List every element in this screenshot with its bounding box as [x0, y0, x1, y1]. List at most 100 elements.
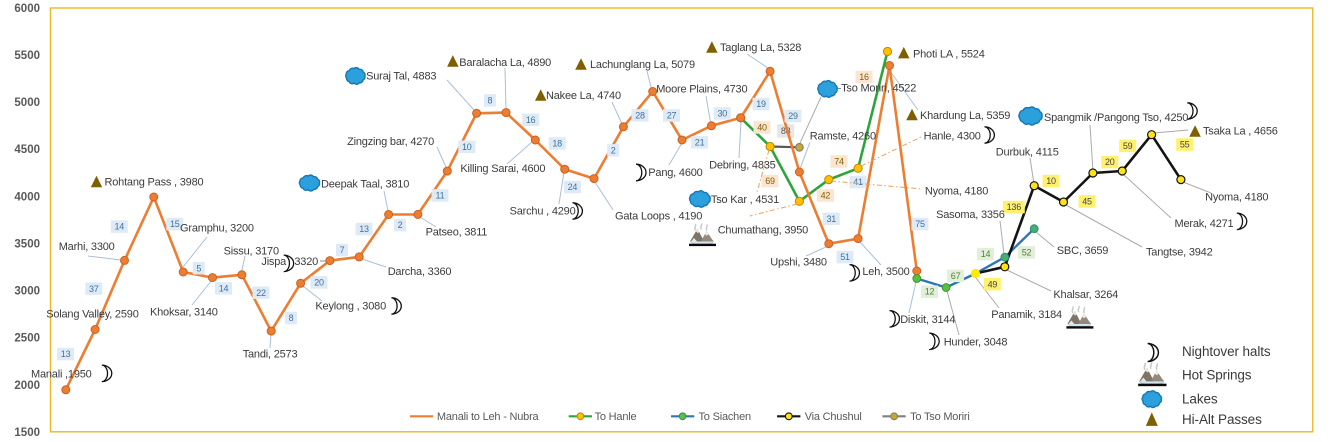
- svg-text:Pang, 4600: Pang, 4600: [648, 167, 702, 179]
- svg-text:24: 24: [568, 182, 578, 192]
- svg-text:7: 7: [340, 245, 345, 255]
- svg-text:Taglang La, 5328: Taglang La, 5328: [720, 42, 801, 54]
- svg-text:3000: 3000: [14, 286, 40, 298]
- svg-text:Keylong , 3080: Keylong , 3080: [315, 301, 386, 313]
- svg-text:12: 12: [925, 287, 935, 297]
- svg-text:Photi LA , 5524: Photi LA , 5524: [913, 49, 985, 61]
- svg-text:136: 136: [1007, 202, 1022, 212]
- svg-text:Lakes: Lakes: [1182, 392, 1218, 407]
- svg-text:13: 13: [61, 349, 71, 359]
- svg-text:Khardung La, 5359: Khardung La, 5359: [920, 110, 1010, 122]
- svg-text:Nakee La, 4740: Nakee La, 4740: [546, 90, 621, 102]
- svg-text:Khoksar, 3140: Khoksar, 3140: [150, 306, 218, 318]
- svg-text:2500: 2500: [14, 333, 40, 345]
- svg-text:Marhi, 3300: Marhi, 3300: [59, 241, 115, 253]
- svg-text:67: 67: [951, 271, 961, 281]
- svg-text:2: 2: [611, 145, 616, 155]
- svg-text:31: 31: [826, 214, 836, 224]
- svg-text:49: 49: [988, 279, 998, 289]
- svg-text:11: 11: [436, 191, 445, 201]
- svg-text:19: 19: [756, 99, 766, 109]
- svg-text:Durbuk, 4115: Durbuk, 4115: [996, 146, 1059, 158]
- svg-text:59: 59: [1123, 141, 1133, 151]
- svg-text:Ramste, 4260: Ramste, 4260: [810, 130, 876, 142]
- svg-text:69: 69: [765, 176, 775, 186]
- svg-text:Nyoma, 4180: Nyoma, 4180: [925, 186, 988, 198]
- svg-text:14: 14: [219, 284, 229, 294]
- svg-text:29: 29: [788, 111, 798, 121]
- svg-text:30: 30: [717, 109, 727, 119]
- svg-text:1500: 1500: [14, 427, 40, 439]
- svg-text:Panamik, 3184: Panamik, 3184: [991, 309, 1062, 321]
- svg-text:8: 8: [289, 313, 294, 323]
- svg-text:Leh, 3500: Leh, 3500: [862, 266, 909, 278]
- svg-text:40: 40: [757, 123, 767, 133]
- svg-text:Zingzing bar, 4270: Zingzing bar, 4270: [347, 136, 434, 148]
- svg-text:16: 16: [859, 72, 869, 82]
- svg-text:Via Chushul: Via Chushul: [805, 411, 862, 423]
- svg-text:6000: 6000: [14, 3, 40, 15]
- svg-text:41: 41: [853, 177, 863, 187]
- svg-text:3500: 3500: [14, 239, 40, 251]
- svg-text:Deepak Taal, 3810: Deepak Taal, 3810: [321, 179, 409, 191]
- svg-text:2000: 2000: [14, 380, 40, 392]
- svg-text:Sissu, 3170: Sissu, 3170: [224, 245, 279, 257]
- svg-text:Patseo, 3811: Patseo, 3811: [426, 226, 488, 238]
- svg-text:5: 5: [196, 263, 201, 273]
- svg-text:Gata Loops , 4190: Gata Loops , 4190: [615, 211, 702, 223]
- svg-text:Baralacha La, 4890: Baralacha La, 4890: [459, 57, 551, 69]
- svg-text:2: 2: [398, 220, 403, 230]
- svg-text:Tso Kar , 4531: Tso Kar , 4531: [711, 194, 779, 206]
- svg-text:8: 8: [487, 96, 492, 106]
- svg-text:Nightover halts: Nightover halts: [1182, 344, 1271, 359]
- svg-text:Hot Springs: Hot Springs: [1182, 368, 1252, 383]
- svg-text:Hi-Alt Passes: Hi-Alt Passes: [1182, 412, 1262, 427]
- svg-text:Darcha, 3360: Darcha, 3360: [388, 266, 452, 278]
- svg-text:Solang Valley, 2590: Solang Valley, 2590: [46, 309, 139, 321]
- svg-text:SBC, 3659: SBC, 3659: [1057, 245, 1108, 257]
- svg-text:88: 88: [781, 126, 791, 136]
- svg-text:22: 22: [256, 288, 266, 298]
- svg-text:To Tso Moriri: To Tso Moriri: [910, 411, 970, 423]
- svg-text:Gramphu, 3200: Gramphu, 3200: [180, 223, 254, 235]
- svg-text:28: 28: [635, 111, 645, 121]
- svg-text:Jispa: Jispa: [261, 256, 287, 268]
- svg-text:Debring, 4835: Debring, 4835: [709, 160, 776, 172]
- svg-text:Lachunglang La, 5079: Lachunglang La, 5079: [590, 59, 695, 71]
- svg-text:Khalsar, 3264: Khalsar, 3264: [1053, 289, 1118, 301]
- svg-text:20: 20: [1105, 157, 1115, 167]
- svg-text:3320: 3320: [294, 256, 318, 268]
- svg-text:10: 10: [462, 142, 472, 152]
- svg-text:5000: 5000: [14, 97, 40, 109]
- svg-text:18: 18: [552, 139, 562, 149]
- svg-text:Manali ,1950: Manali ,1950: [31, 369, 92, 381]
- svg-text:20: 20: [314, 278, 324, 288]
- svg-text:15: 15: [170, 219, 180, 229]
- svg-text:14: 14: [114, 222, 124, 232]
- svg-text:Merak, 4271: Merak, 4271: [1175, 218, 1234, 230]
- svg-text:4000: 4000: [14, 191, 40, 203]
- svg-text:Hanle, 4300: Hanle, 4300: [924, 131, 981, 143]
- svg-text:37: 37: [89, 284, 99, 294]
- svg-text:Hunder, 3048: Hunder, 3048: [944, 336, 1008, 348]
- svg-text:To Siachen: To Siachen: [699, 411, 752, 423]
- svg-text:5500: 5500: [14, 50, 40, 62]
- svg-text:Suraj Tal, 4883: Suraj Tal, 4883: [366, 71, 436, 83]
- svg-text:Moore Plains, 4730: Moore Plains, 4730: [656, 84, 747, 96]
- svg-text:Rohtang Pass , 3980: Rohtang Pass , 3980: [105, 177, 204, 189]
- svg-text:Tangtse, 3942: Tangtse, 3942: [1146, 246, 1213, 258]
- svg-text:Tso Moriri, 4522: Tso Moriri, 4522: [841, 82, 916, 94]
- svg-text:Sasoma, 3356: Sasoma, 3356: [936, 209, 1005, 221]
- svg-text:16: 16: [526, 115, 536, 125]
- svg-text:45: 45: [1082, 197, 1092, 207]
- svg-text:42: 42: [821, 191, 831, 201]
- svg-text:52: 52: [1022, 248, 1032, 258]
- svg-text:Nyoma, 4180: Nyoma, 4180: [1205, 191, 1268, 203]
- svg-text:14: 14: [981, 249, 991, 259]
- svg-text:13: 13: [359, 224, 369, 234]
- svg-text:Diskit, 3144: Diskit, 3144: [900, 314, 955, 326]
- svg-text:10: 10: [1046, 176, 1056, 186]
- svg-text:Tsaka La , 4656: Tsaka La , 4656: [1203, 126, 1278, 138]
- svg-text:Manali to Leh - Nubra: Manali to Leh - Nubra: [437, 411, 540, 423]
- svg-text:55: 55: [1180, 140, 1190, 150]
